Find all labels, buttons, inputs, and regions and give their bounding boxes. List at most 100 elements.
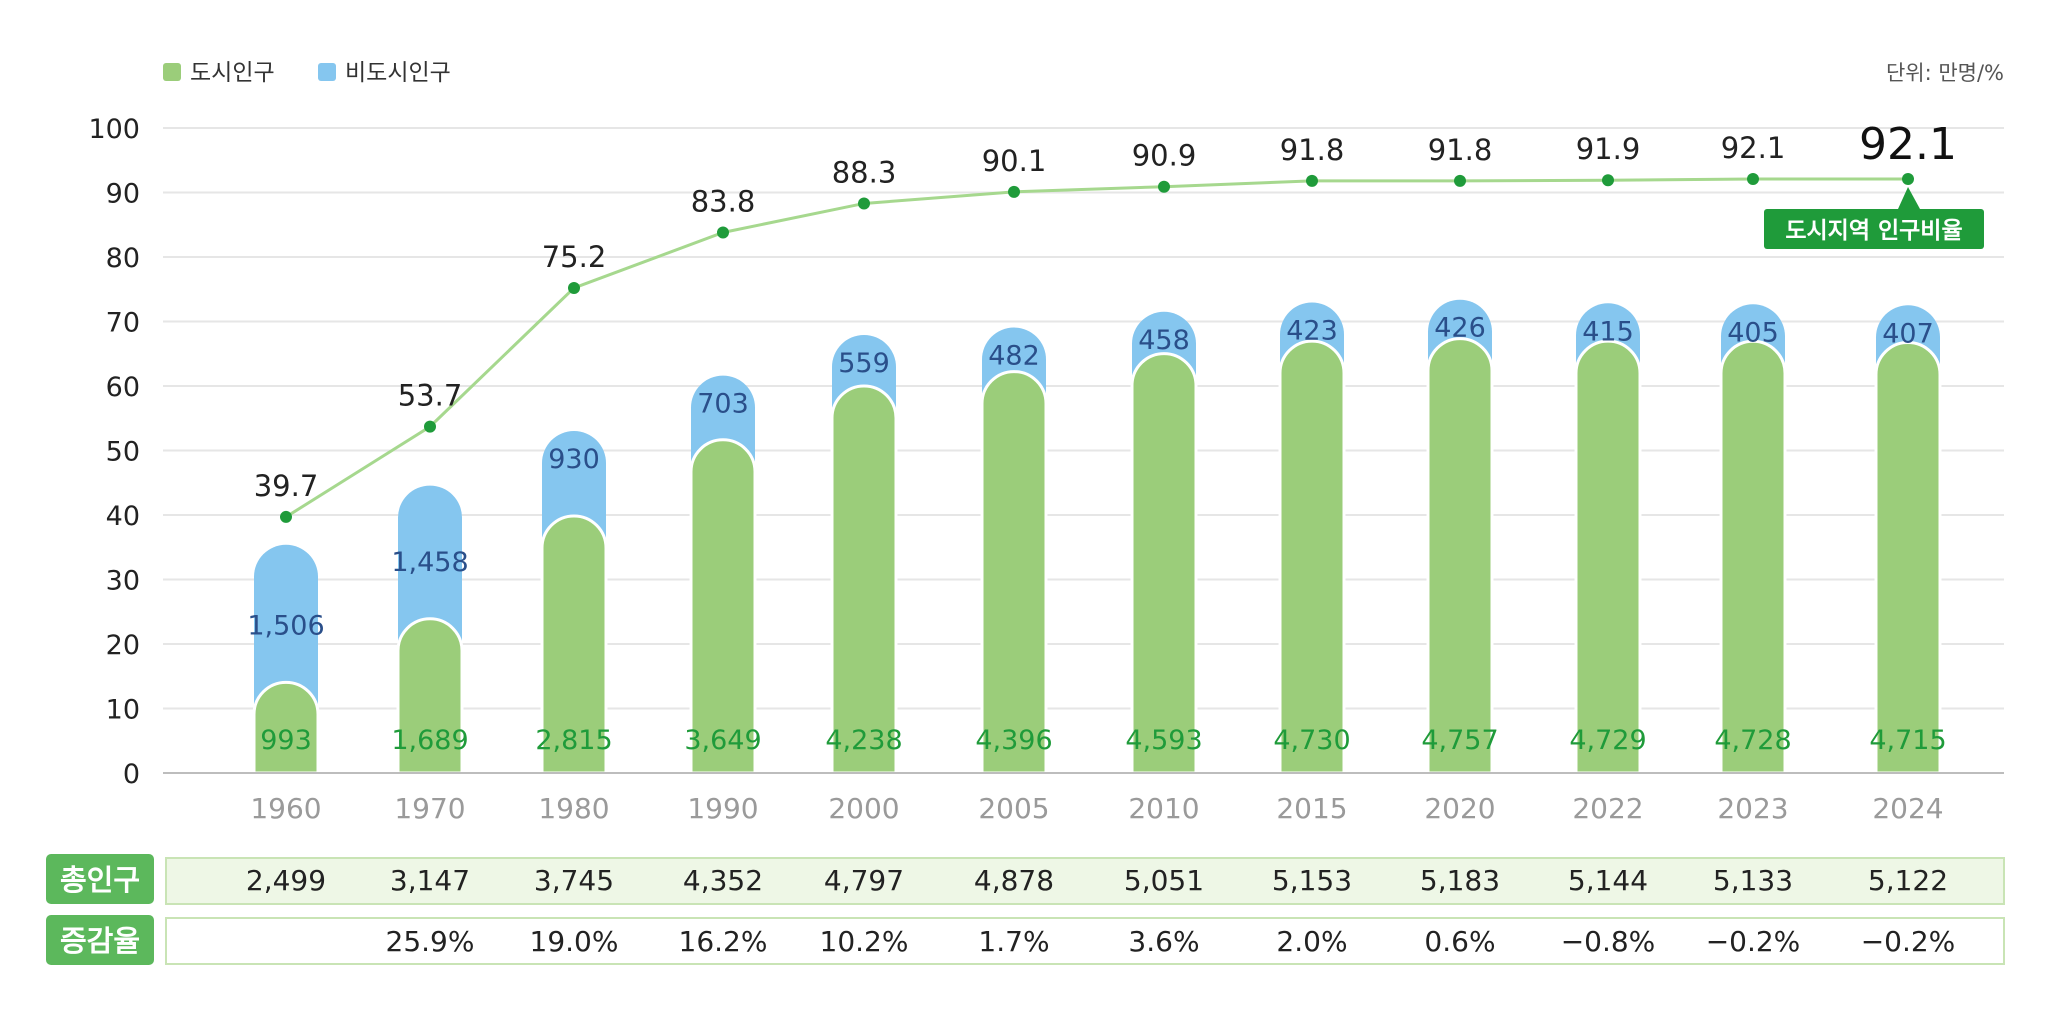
legend-urban-swatch (163, 63, 181, 81)
bar-group: 4,728 405 (1714, 304, 1792, 775)
change-rate-cell: 16.2% (679, 925, 768, 958)
total-population-cell: 4,878 (974, 864, 1054, 897)
change-rate-cell: 25.9% (386, 925, 475, 958)
gridlines (163, 127, 2004, 710)
ratio-point (1602, 174, 1614, 187)
urban-bar (396, 617, 464, 775)
bar-group: 1,689 1,458 (391, 485, 469, 775)
urban-bar (689, 438, 757, 775)
ratio-point (1306, 174, 1318, 187)
bar-group: 4,730 423 (1273, 302, 1351, 775)
urban-value-label: 4,238 (825, 725, 902, 756)
x-axis-ticks: 1960 1970 1980 1990 2000 2005 2010 2015 2020 2022… (250, 792, 1943, 825)
ratio-value-label: 91.9 (1576, 132, 1641, 166)
legend-urban-label: 도시인구 (190, 60, 275, 86)
urban-value-label: 4,715 (1869, 725, 1946, 756)
total-population-cell: 3,147 (390, 864, 470, 897)
nonurban-value-label: 930 (548, 444, 600, 475)
change-rate-cell: 3.6% (1128, 925, 1199, 958)
total-population-cell: 4,352 (683, 864, 763, 897)
nonurban-value-label: 458 (1138, 325, 1190, 356)
urban-bar (1719, 339, 1787, 775)
y-tick-label: 70 (106, 308, 140, 339)
total-row-background (165, 857, 2005, 905)
urban-bar (1130, 352, 1198, 775)
x-tick-label: 2010 (1128, 792, 1199, 825)
bar-group: 3,649 703 (684, 375, 762, 775)
ratio-point (1747, 172, 1759, 185)
urban-bar (252, 680, 320, 775)
x-tick-label: 1990 (687, 792, 758, 825)
ratio-value-label: 91.8 (1280, 133, 1345, 167)
x-tick-label: 1960 (250, 792, 321, 825)
x-tick-label: 1980 (538, 792, 609, 825)
nonurban-value-label: 415 (1582, 316, 1634, 347)
bar-group: 4,729 415 (1569, 303, 1647, 775)
total-population-cell: 5,051 (1124, 864, 1204, 897)
bar-group: 4,715 407 (1869, 305, 1947, 775)
x-tick-label: 2020 (1424, 792, 1495, 825)
ratio-value-label: 75.2 (542, 240, 607, 274)
change-rate-cell: 1.7% (978, 925, 1049, 958)
change-row-header: 증감율 (60, 924, 140, 958)
x-tick-label: 2005 (978, 792, 1049, 825)
urban-value-label: 4,396 (975, 725, 1052, 756)
total-population-cell: 5,153 (1272, 864, 1352, 897)
bar-group: 4,593 458 (1125, 311, 1203, 775)
ratio-value-label: 92.1 (1859, 119, 1957, 170)
bar-group: 4,238 559 (825, 334, 903, 775)
ratio-point (1008, 185, 1020, 198)
urban-value-label: 1,689 (391, 725, 468, 756)
urban-bar (540, 514, 608, 775)
urban-value-label: 4,730 (1273, 725, 1350, 756)
urban-bar (1426, 337, 1494, 775)
bar-group: 4,757 426 (1421, 299, 1499, 775)
x-tick-label: 2024 (1872, 792, 1943, 825)
ratio-value-label: 90.1 (982, 144, 1047, 178)
legend: 도시인구 비도시인구 (163, 60, 451, 86)
badge-label: 도시지역 인구비율 (1785, 218, 1962, 244)
ratio-value-label: 92.1 (1721, 131, 1786, 165)
urban-bar (1574, 339, 1642, 775)
change-row-header-box (46, 915, 154, 965)
y-tick-label: 80 (106, 243, 140, 274)
bar-group: 4,396 482 (975, 327, 1053, 775)
nonurban-value-label: 703 (697, 389, 749, 420)
badge-pointer (1898, 186, 1920, 209)
ratio-value-label: 91.8 (1428, 133, 1493, 167)
bar-group: 2,815 930 (535, 431, 613, 775)
ratio-point (858, 197, 870, 210)
bar-group: 993 1,506 (247, 544, 325, 775)
change-rate-cell: −0.2% (1861, 925, 1956, 958)
ratio-value-label: 90.9 (1132, 139, 1197, 173)
urban-value-label: 4,757 (1421, 725, 1498, 756)
ratio-badge: 도시지역 인구비율 (1764, 186, 1984, 249)
change-rate-cell: 2.0% (1276, 925, 1347, 958)
urban-bar (1874, 340, 1942, 775)
y-tick-label: 60 (106, 372, 140, 403)
summary-table: 총인구 증감율 2,499 3,147 3,745 4,352 4,797 4,878 5,… (46, 854, 2005, 965)
x-tick-label: 2022 (1572, 792, 1643, 825)
change-rate-cell: 10.2% (820, 925, 909, 958)
change-rate-cell: 19.0% (530, 925, 619, 958)
table-values: 2,499 3,147 3,745 4,352 4,797 4,878 5,051 5,153… (246, 864, 1955, 958)
y-tick-label: 10 (106, 695, 140, 726)
x-tick-label: 2023 (1717, 792, 1788, 825)
x-tick-label: 2015 (1276, 792, 1347, 825)
total-population-cell: 5,122 (1868, 864, 1948, 897)
nonurban-value-label: 407 (1882, 318, 1934, 349)
urban-value-label: 4,728 (1714, 725, 1791, 756)
ratio-point (1454, 174, 1466, 187)
nonurban-value-label: 482 (988, 341, 1040, 372)
legend-nonurban-label: 비도시인구 (345, 60, 451, 86)
urban-bar (1278, 339, 1346, 775)
y-tick-label: 50 (106, 437, 140, 468)
urban-value-label: 2,815 (535, 725, 612, 756)
total-row-header: 총인구 (60, 863, 140, 897)
change-row-background (165, 917, 2005, 965)
nonurban-value-label: 426 (1434, 313, 1486, 344)
ratio-value-label: 53.7 (398, 379, 463, 413)
total-population-cell: 5,133 (1713, 864, 1793, 897)
ratio-point (1158, 180, 1170, 193)
